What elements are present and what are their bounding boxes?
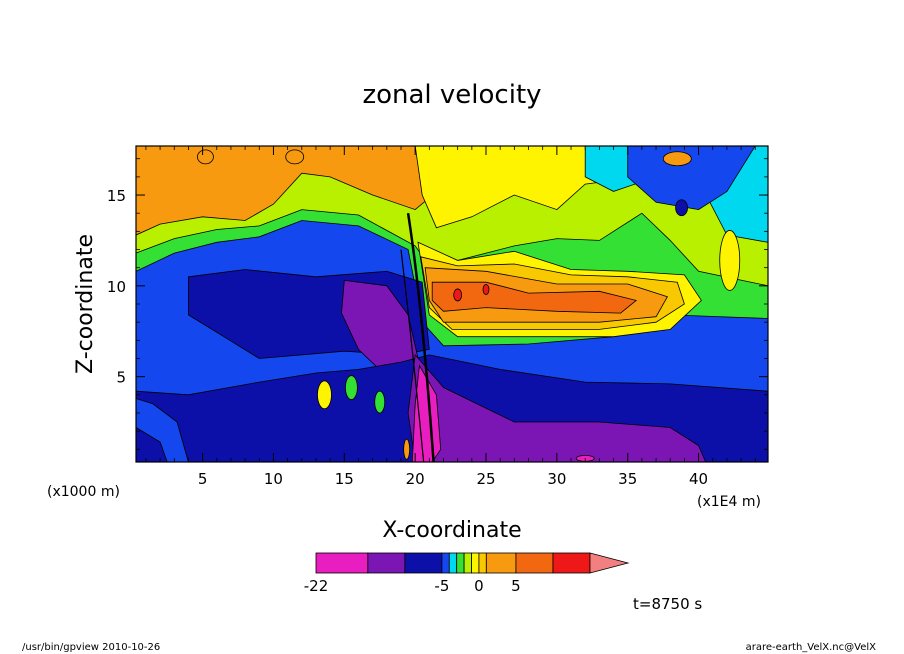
- rotor-yellow-a: [317, 381, 331, 409]
- upper-navy-cell: [676, 200, 688, 216]
- rotor-green-c: [375, 391, 385, 413]
- y-tick-label: 10: [107, 278, 126, 296]
- colorbar-label: 0: [474, 577, 484, 595]
- colorbar-label: -22: [304, 577, 329, 595]
- x-tick-label: 20: [406, 470, 425, 488]
- rotor-green-b: [345, 376, 357, 400]
- colorbar-segment: [486, 553, 516, 573]
- colorbar-segment: [316, 553, 368, 573]
- colorbar-segment: [464, 553, 471, 573]
- footer-left: /usr/bin/gpview 2010-10-26: [22, 642, 160, 653]
- rotor-orange: [404, 439, 410, 459]
- colorbar-segment: [479, 553, 486, 573]
- chart-title: zonal velocity: [362, 80, 541, 110]
- colorbar-segment: [405, 553, 442, 573]
- upper-yellow-cell: [720, 230, 740, 290]
- x-unit: (x1E4 m): [697, 494, 761, 510]
- colorbar-segment: [472, 553, 479, 573]
- jet-red-b: [483, 284, 489, 294]
- x-tick-label: 30: [547, 470, 566, 488]
- y-unit: (x1000 m): [47, 484, 120, 500]
- x-axis-label: X-coordinate: [382, 518, 521, 543]
- upper-orange-cell-c: [197, 150, 213, 164]
- colorbar-segment: [442, 553, 449, 573]
- time-label: t=8750 s: [633, 595, 702, 613]
- x-tick-label: 35: [618, 470, 637, 488]
- colorbar-segment: [553, 553, 590, 573]
- y-tick-label: 5: [116, 369, 126, 387]
- colorbar-segment: [516, 553, 553, 573]
- colorbar-label: -5: [434, 577, 449, 595]
- upper-orange-cell-b: [286, 150, 304, 164]
- x-tick-label: 5: [198, 470, 208, 488]
- footer-right: arare-earth_VelX.nc@VelX: [746, 642, 877, 653]
- y-axis-label: Z-coordinate: [73, 234, 98, 374]
- colorbar-segment: [457, 553, 464, 573]
- x-tick-label: 15: [335, 470, 354, 488]
- x-tick-label: 10: [264, 470, 283, 488]
- colorbar: -22 -5 0 5: [304, 553, 628, 595]
- upper-orange-cell-a: [663, 152, 691, 166]
- x-tick-label: 40: [689, 470, 708, 488]
- colorbar-segment: [449, 553, 456, 573]
- colorbar-label: 5: [511, 577, 521, 595]
- colorbar-arrow: [590, 553, 628, 573]
- y-tick-label: 15: [107, 187, 126, 205]
- contour-field: [136, 146, 768, 462]
- jet-red-a: [454, 289, 462, 301]
- x-tick-label: 25: [476, 470, 495, 488]
- colorbar-segment: [368, 553, 405, 573]
